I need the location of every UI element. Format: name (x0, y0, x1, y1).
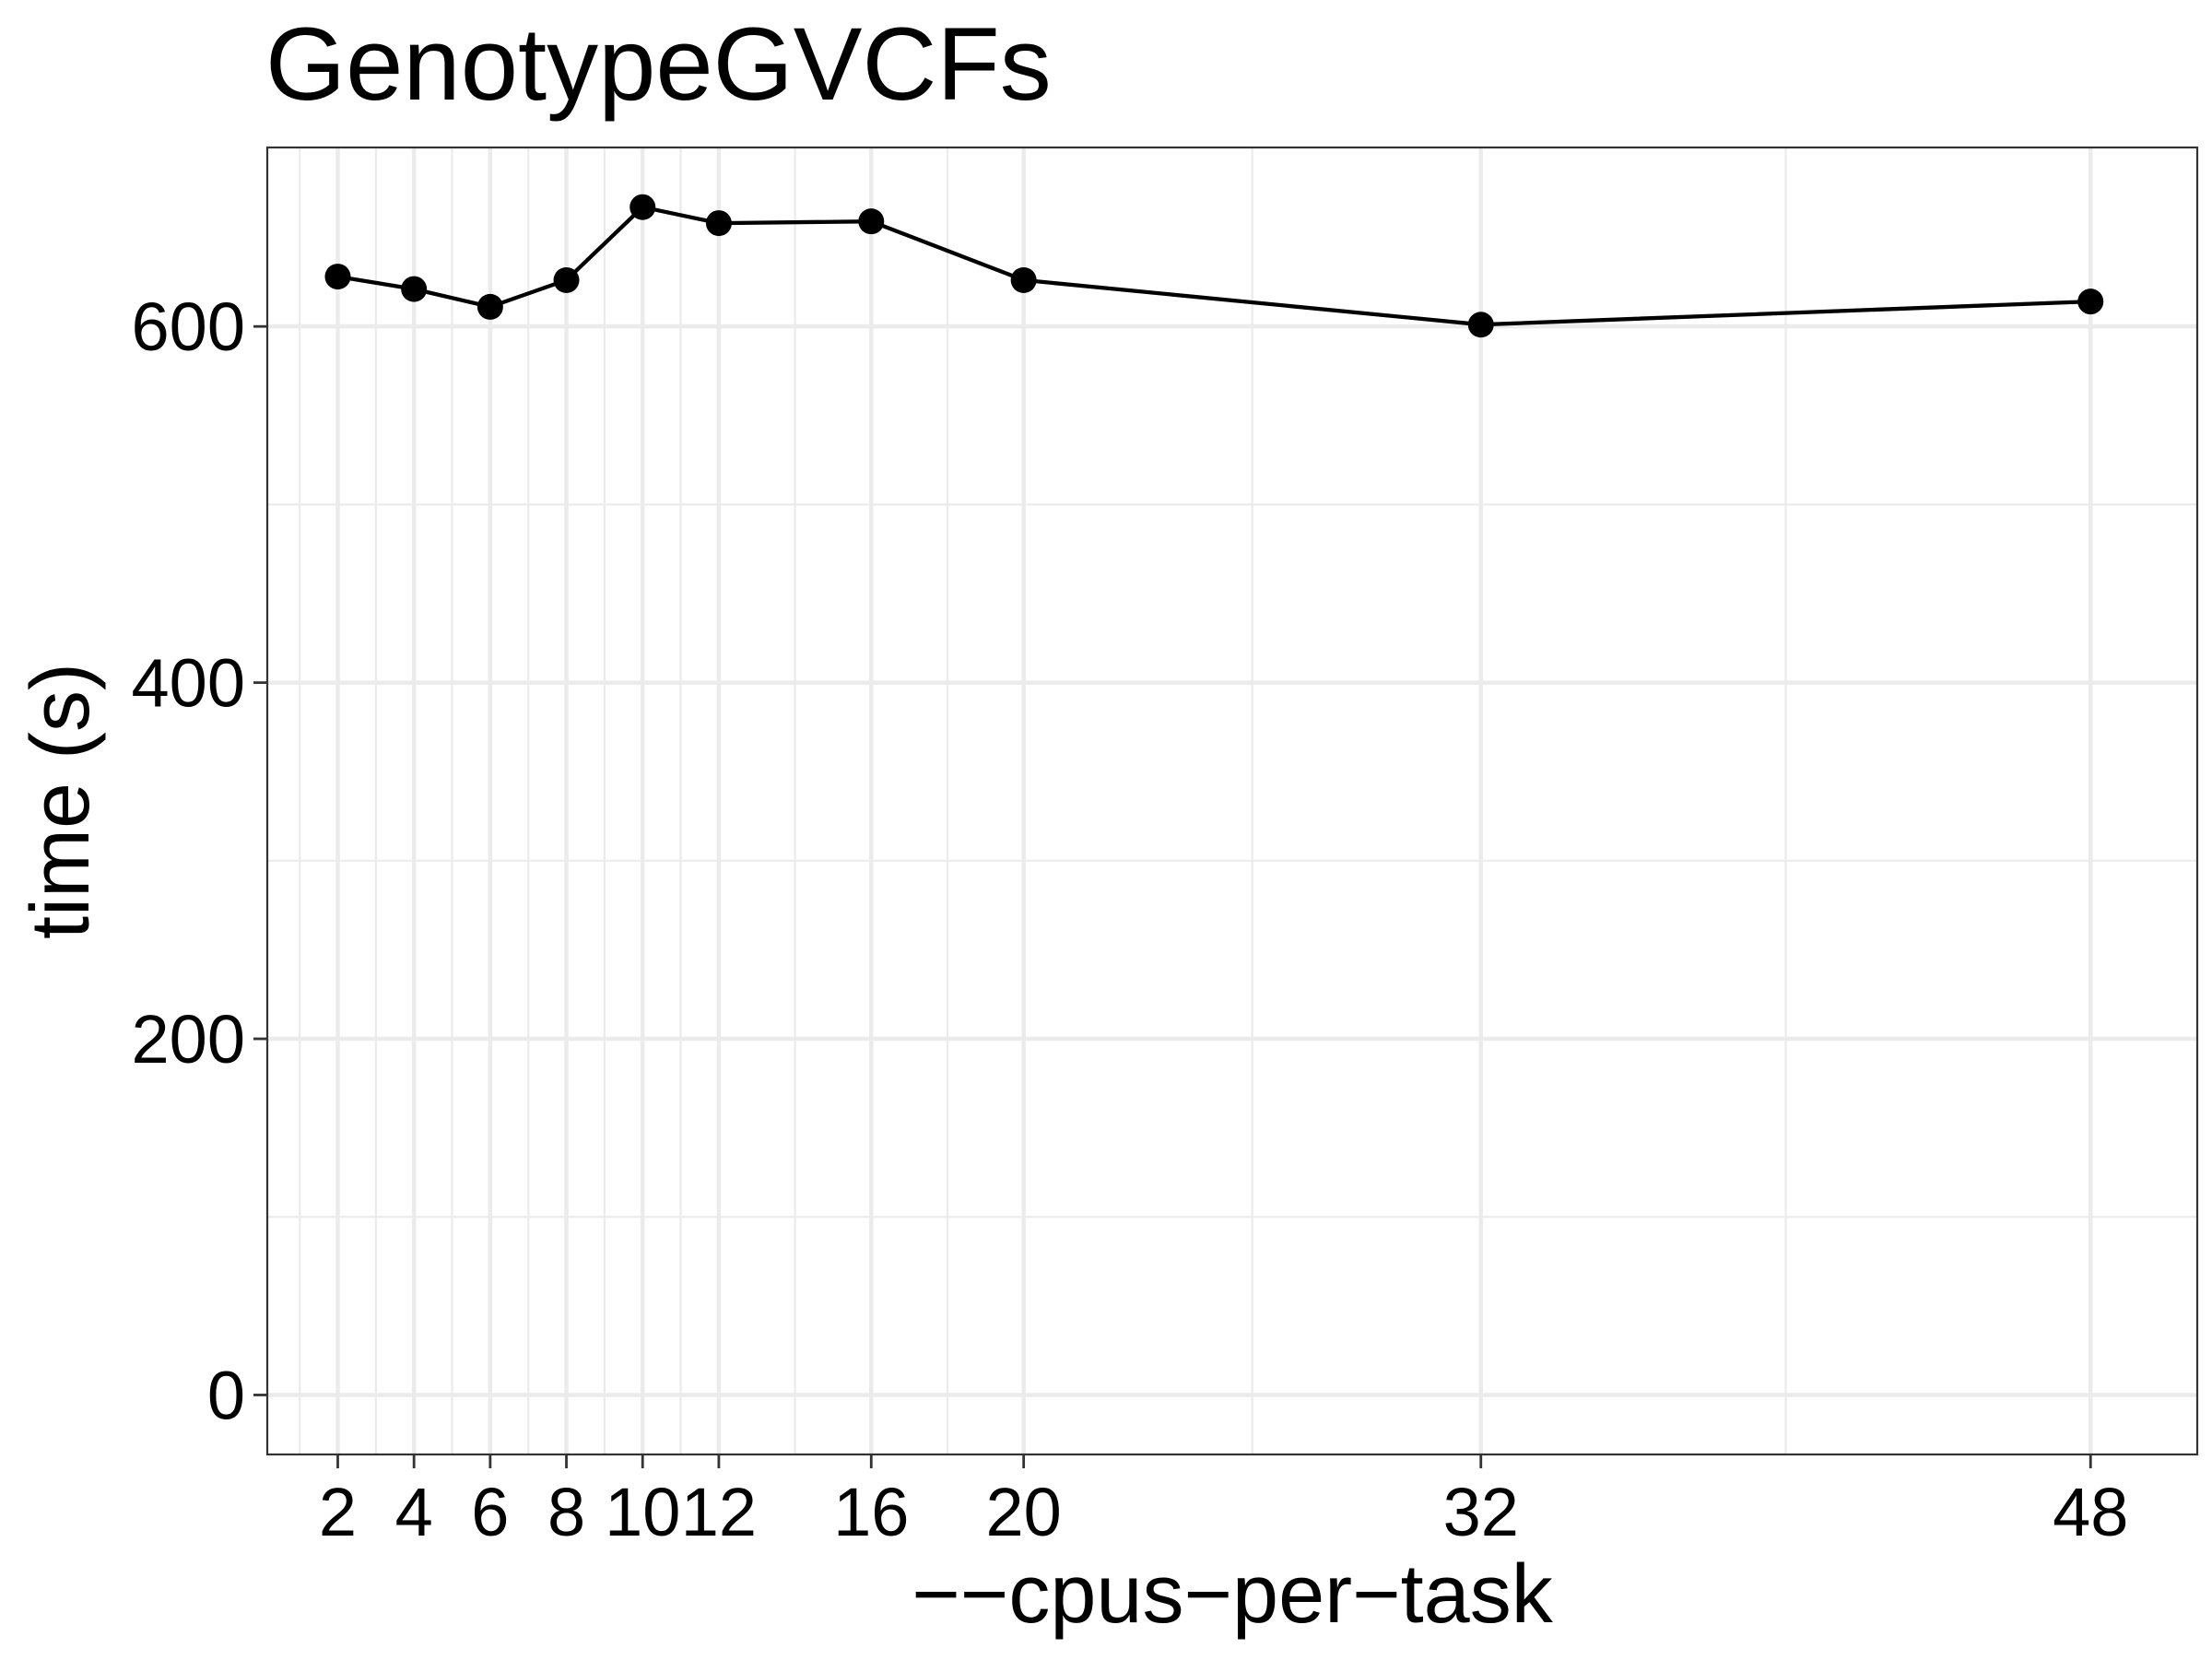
x-tick-label: 8 (547, 1474, 585, 1550)
x-tick-label: 20 (985, 1474, 1061, 1550)
panel-border (265, 146, 2199, 1456)
data-point (629, 194, 656, 220)
y-tick-label: 0 (207, 1357, 245, 1433)
data-point (401, 276, 428, 302)
minor-gridlines-y (267, 503, 2197, 1219)
series-layer (324, 194, 2104, 338)
y-tick-label: 400 (132, 645, 245, 722)
chart-title: GenotypeGVCFs (265, 6, 1052, 122)
x-tick-label: 10 (605, 1474, 680, 1550)
y-tick-label: 200 (132, 1001, 245, 1077)
data-point (1467, 312, 1494, 338)
data-point (858, 208, 885, 235)
major-gridlines-x (335, 147, 2093, 1454)
y-axis: 0 200 400 600 (132, 288, 267, 1433)
data-point (1010, 266, 1037, 293)
data-point (705, 210, 732, 237)
x-tick-label: 12 (681, 1474, 757, 1550)
data-point (477, 293, 503, 320)
x-tick-label: 48 (2053, 1474, 2128, 1550)
x-tick-label: 2 (319, 1474, 357, 1550)
x-axis-title: −−cpus−per−task (912, 1548, 1553, 1641)
major-gridlines-y (267, 324, 2197, 1397)
plot-panel (265, 146, 2199, 1456)
y-axis-title: time (s) (15, 663, 107, 939)
x-tick-label: 6 (471, 1474, 509, 1550)
panel-background (267, 147, 2197, 1454)
data-point (324, 264, 351, 290)
x-tick-label: 32 (1443, 1474, 1519, 1550)
x-tick-label: 4 (395, 1474, 433, 1550)
data-point (553, 266, 580, 293)
x-axis: 2 4 6 8 10 12 16 20 32 48 (319, 1454, 2128, 1550)
minor-gridlines-x (299, 147, 1787, 1454)
series-line (337, 205, 2091, 327)
y-tick-label: 600 (132, 288, 245, 365)
x-tick-label: 16 (833, 1474, 909, 1550)
data-point (2077, 288, 2104, 315)
